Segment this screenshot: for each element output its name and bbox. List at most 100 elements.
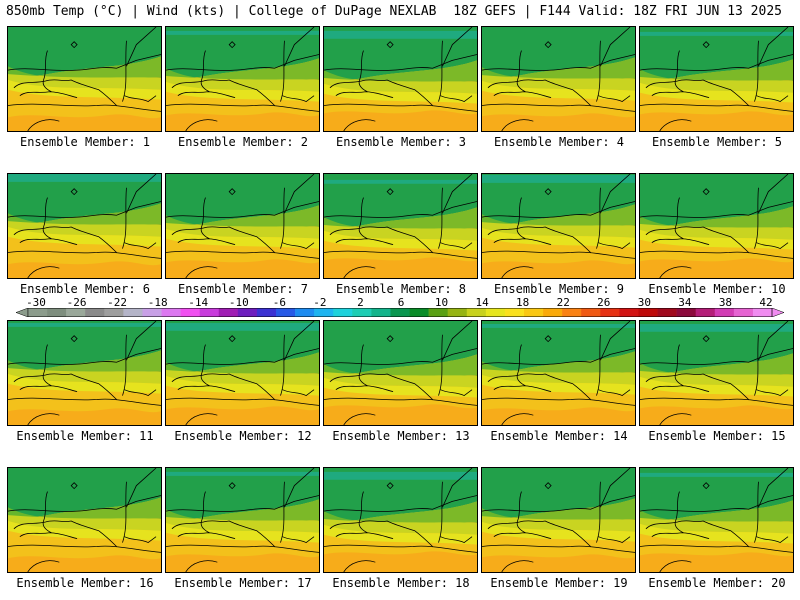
colorbar-segment [543,308,563,317]
ensemble-member-label: Ensemble Member: 1 [19,135,151,149]
ensemble-member-label: Ensemble Member: 20 [648,576,786,590]
colorbar-segment [104,308,124,317]
ensemble-member-label: Ensemble Member: 3 [335,135,467,149]
colorbar-segment [695,308,716,317]
colorbar-tick-label: 6 [397,296,405,309]
colorbar-tick-label: 14 [475,296,489,309]
colorbar-tick-label: 2 [357,296,364,309]
ensemble-map-panel [7,173,162,279]
ensemble-member-label: Ensemble Member: 6 [19,282,151,296]
colorbar-tick-label: 34 [678,296,692,309]
colorbar-tick-label: 42 [759,296,773,309]
colorbar-tick-label: -18 [147,296,168,309]
ensemble-map-panel [639,173,794,279]
ensemble-map-panel [323,467,478,573]
colorbar-segment [466,308,487,317]
forecast-valid-time: 18Z GEFS | F144 Valid: 18Z FRI JUN 13 20… [453,4,782,19]
colorbar-tick-label: -14 [188,296,209,309]
ensemble-map-panel [323,26,478,132]
colorbar-tick-label: 10 [434,296,449,309]
ensemble-member-label: Ensemble Member: 11 [16,429,154,443]
ensemble-member-label: Ensemble Member: 19 [490,576,628,590]
colorbar-segment [409,308,429,317]
ensemble-map-panel [481,26,636,132]
ensemble-map-panel [323,320,478,426]
colorbar-segment [619,308,639,317]
colorbar-segment [581,308,601,317]
ensemble-map-panel [7,26,162,132]
colorbar-segment [295,308,315,317]
colorbar-segment [276,308,296,317]
ensemble-member-label: Ensemble Member: 15 [648,429,786,443]
colorbar-segment [237,308,258,317]
ensemble-map-panel [165,173,320,279]
ensemble-map-panel [165,467,320,573]
colorbar-segment [142,308,162,317]
colorbar-tick-label: -26 [66,296,87,309]
colorbar-segment [314,308,334,317]
ensemble-member-label: Ensemble Member: 4 [493,135,625,149]
colorbar-tick-label: -30 [26,296,46,309]
colorbar-tick-label: 18 [516,296,530,309]
colorbar-segment [28,308,48,317]
colorbar-min-arrow [16,308,29,317]
colorbar-segment [390,308,410,317]
colorbar-segment [180,308,200,317]
colorbar-tick-label: 38 [718,296,733,309]
ensemble-member-label: Ensemble Member: 8 [335,282,467,296]
colorbar-segment [562,308,582,317]
colorbar-tick-label: -10 [228,296,249,309]
colorbar-segment [371,308,391,317]
ensemble-member-label: Ensemble Member: 9 [493,282,625,296]
ensemble-member-label: Ensemble Member: 17 [174,576,312,590]
colorbar-tick-label: -2 [313,296,327,309]
ensemble-map-panel [165,26,320,132]
colorbar-segment [85,308,105,317]
page-title: 850mb Temp (°C) | Wind (kts) | College o… [6,4,437,19]
colorbar-segment [218,308,239,317]
ensemble-map-panel [165,320,320,426]
colorbar-segment [256,308,277,317]
ensemble-map-panel [639,320,794,426]
ensemble-member-label: Ensemble Member: 16 [16,576,154,590]
colorbar-segment [504,308,525,317]
colorbar-segment [733,308,754,317]
ensemble-member-label: Ensemble Member: 12 [174,429,312,443]
colorbar-tick-label: -6 [272,296,286,309]
ensemble-map-panel [323,173,478,279]
ensemble-map-panel [639,467,794,573]
colorbar-segment [47,308,67,317]
colorbar-segment [676,308,696,317]
colorbar-segment [333,308,353,317]
colorbar-segment [657,308,677,317]
colorbar-segment [447,308,468,317]
colorbar-max-arrow [771,308,784,317]
colorbar-tick-label: 26 [597,296,611,309]
colorbar-segment [123,308,143,317]
ensemble-map-panel [7,320,162,426]
ensemble-map-panel [481,173,636,279]
colorbar-tick-label: 22 [556,296,570,309]
colorbar-segment [199,308,220,317]
ensemble-member-label: Ensemble Member: 7 [177,282,309,296]
colorbar-segment [752,308,773,317]
colorbar-tick-label: -22 [107,296,128,309]
ensemble-member-label: Ensemble Member: 18 [332,576,470,590]
ensemble-member-label: Ensemble Member: 2 [177,135,309,149]
colorbar-segment [161,308,181,317]
colorbar-segment [524,308,544,317]
colorbar-segment [428,308,448,317]
colorbar-segment [352,308,372,317]
colorbar-segment [600,308,620,317]
temperature-colorbar [16,308,784,317]
ensemble-member-label: Ensemble Member: 5 [651,135,783,149]
ensemble-map-panel [639,26,794,132]
colorbar-segment [66,308,86,317]
colorbar-segment [714,308,735,317]
colorbar-segment [485,308,506,317]
colorbar-tick-label: 30 [637,296,651,309]
colorbar-segment [638,308,658,317]
ensemble-map-panel [481,320,636,426]
ensemble-map-panel [7,467,162,573]
ensemble-member-label: Ensemble Member: 10 [648,282,786,296]
